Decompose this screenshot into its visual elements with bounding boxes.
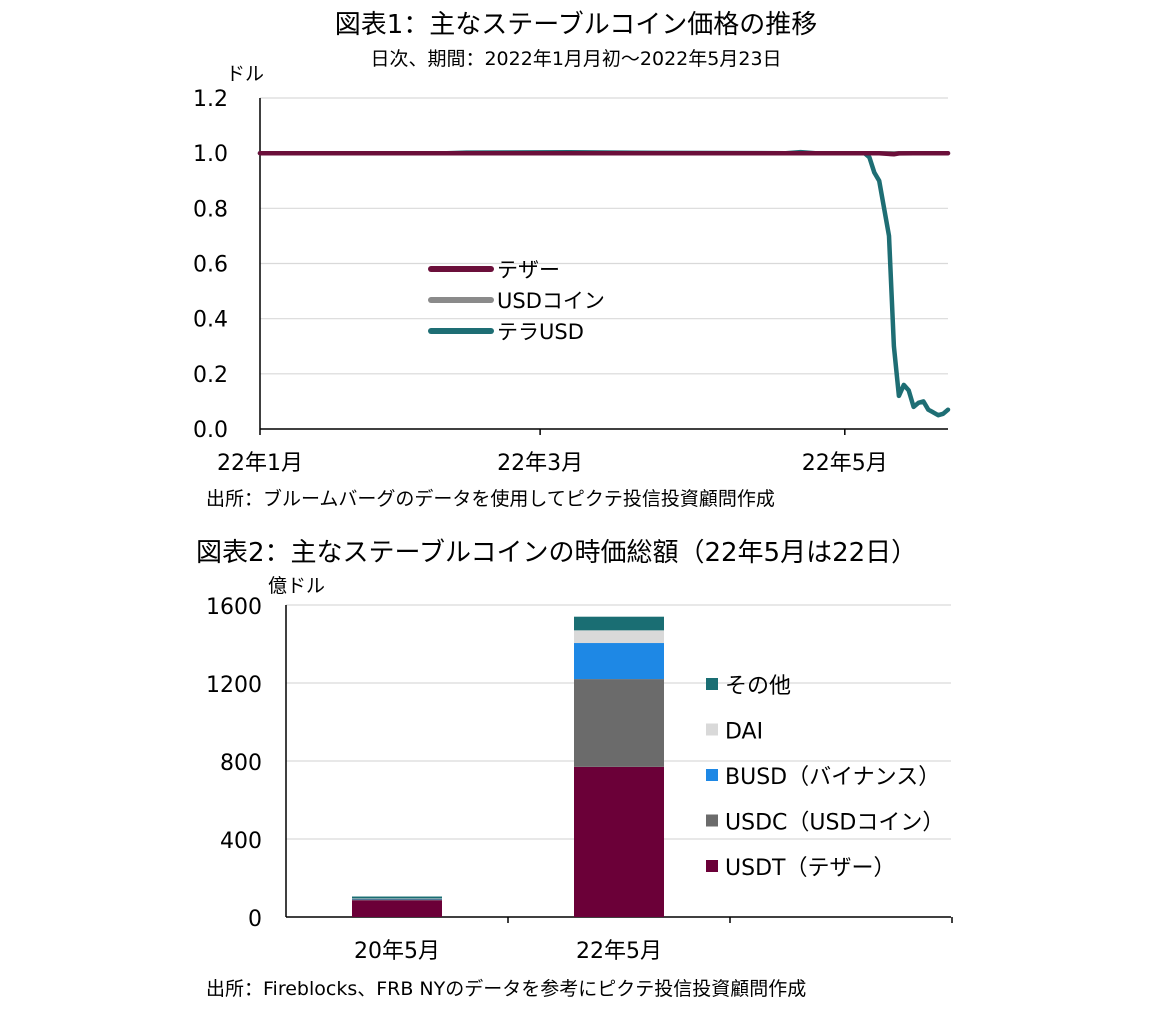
legend-label: USDコイン bbox=[497, 289, 605, 313]
figure2-title: 図表2：主なステーブルコインの時価総額（22年5月は22日） bbox=[196, 538, 918, 568]
x-tick-label: 22年1月 bbox=[217, 451, 303, 476]
legend-label: その他 bbox=[725, 674, 791, 699]
x-tick-label: 22年5月 bbox=[802, 451, 888, 476]
bar-segment bbox=[352, 898, 442, 899]
figure2-source-note: 出所：Fireblocks、FRB NYのデータを参考にピクテ投信投資顧問作成 bbox=[206, 978, 807, 1000]
legend-label: DAI bbox=[725, 720, 763, 745]
series-line-0 bbox=[257, 150, 951, 157]
legend-swatch bbox=[706, 678, 718, 690]
y-tick-label: 400 bbox=[220, 829, 262, 854]
y-tick-label: 1600 bbox=[206, 595, 262, 620]
legend-label: USDC（USDコイン） bbox=[725, 811, 944, 836]
legend-label: USDT（テザー） bbox=[725, 856, 895, 881]
bar-segment bbox=[352, 896, 442, 899]
bar-segment bbox=[574, 643, 664, 680]
y-tick-label: 0.0 bbox=[193, 418, 228, 443]
y-tick-label: 0.6 bbox=[193, 253, 228, 278]
y-tick-label: 1.0 bbox=[193, 142, 228, 167]
legend-label: BUSD（バイナンス） bbox=[725, 765, 940, 790]
legend-label: テザー bbox=[497, 258, 560, 282]
legend-label: テラUSD bbox=[497, 320, 584, 344]
bar-segment bbox=[574, 630, 664, 644]
bar-segment bbox=[574, 616, 664, 631]
y-tick-label: 0.8 bbox=[193, 197, 228, 222]
legend-swatch bbox=[706, 814, 718, 827]
bar-segment bbox=[352, 898, 442, 900]
y-tick-label: 800 bbox=[220, 751, 262, 776]
figure1-subtitle: 日次、期間：2022年1月月初～2022年5月23日 bbox=[370, 48, 782, 70]
bar-segment bbox=[352, 899, 442, 901]
bar-segment bbox=[574, 679, 664, 767]
x-tick-label: 22年3月 bbox=[497, 451, 583, 476]
figure1-source-note: 出所：ブルームバーグのデータを使用してピクテ投信投資顧問作成 bbox=[206, 488, 775, 510]
y-tick-label: 1200 bbox=[206, 673, 262, 698]
y-tick-label: 1.2 bbox=[193, 87, 228, 112]
legend-swatch bbox=[706, 723, 718, 736]
legend-swatch bbox=[706, 860, 718, 872]
y-unit-label: ドル bbox=[226, 63, 264, 85]
x-tick-label: 22年5月 bbox=[576, 939, 662, 964]
y-tick-label: 0.4 bbox=[193, 308, 228, 333]
legend-swatch bbox=[706, 769, 718, 781]
bar-segment bbox=[352, 900, 442, 917]
bar-segment bbox=[574, 766, 664, 917]
figure1-title: 図表1：主なステーブルコイン価格の推移 bbox=[334, 10, 818, 40]
y-tick-label: 0.2 bbox=[193, 363, 228, 388]
y-unit-label: 億ドル bbox=[268, 575, 325, 597]
x-tick-label: 20年5月 bbox=[354, 939, 440, 964]
y-tick-label: 0 bbox=[248, 907, 262, 932]
